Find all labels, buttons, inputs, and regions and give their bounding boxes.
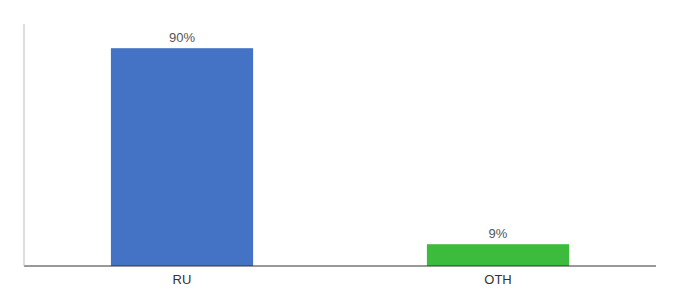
x-axis-line <box>24 266 656 267</box>
y-axis-line <box>24 24 25 266</box>
bar <box>427 244 569 266</box>
data-label: 90% <box>169 30 195 45</box>
chart: RU OTH 90% 9% <box>0 0 680 300</box>
data-label: 9% <box>489 226 508 241</box>
bars <box>111 48 569 266</box>
bar <box>111 48 253 266</box>
x-tick-label: OTH <box>484 272 511 287</box>
x-tick-label: RU <box>173 272 192 287</box>
